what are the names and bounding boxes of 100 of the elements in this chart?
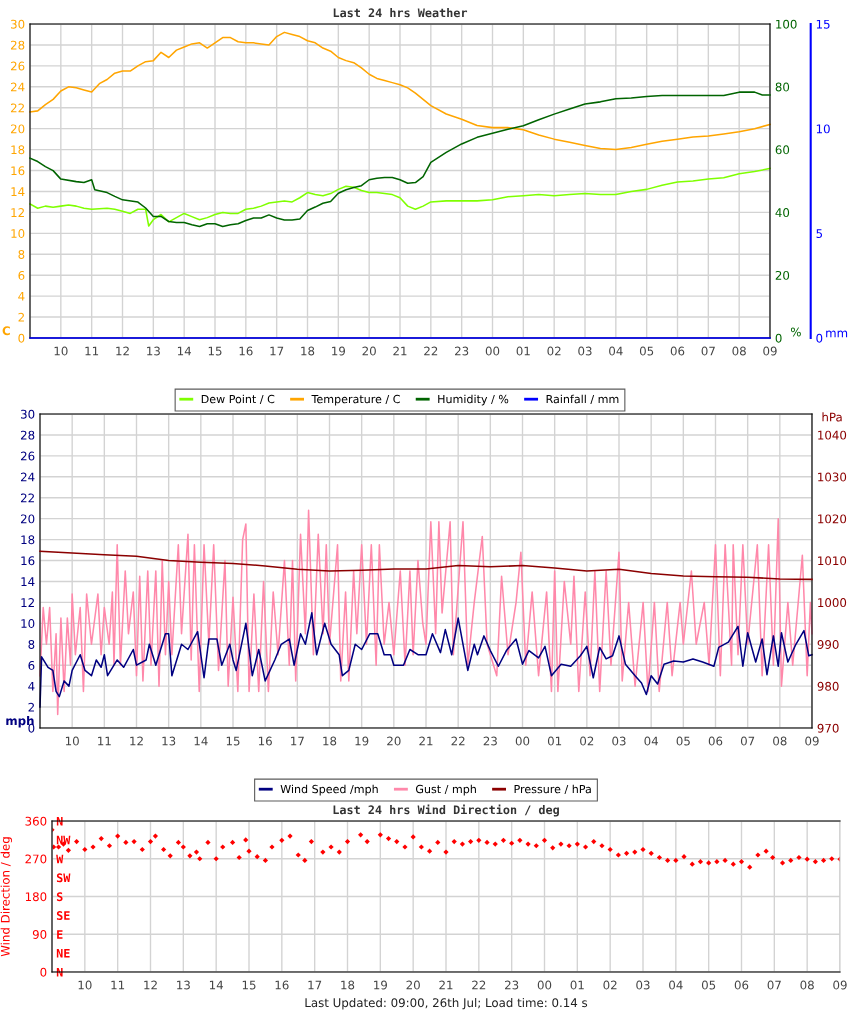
x-tick-label: 12 [144, 980, 157, 990]
legend-label: Gust / mph [415, 784, 476, 796]
x-tick-label: 07 [767, 980, 781, 990]
y2-tick-label: 970 [817, 723, 839, 733]
x-tick-label: 13 [177, 980, 190, 990]
x-tick-label: 02 [603, 980, 617, 990]
x-tick-label: 02 [547, 346, 561, 356]
x-tick-label: 11 [85, 346, 99, 356]
category-label: W [56, 854, 64, 864]
x-tick-label: 15 [242, 980, 256, 990]
x-tick-label: 08 [773, 736, 787, 746]
y-tick-label: 28 [10, 40, 25, 50]
y3-tick-label: 0 [816, 333, 823, 343]
x-tick-label: 08 [732, 346, 746, 356]
y2-tick-label: 60 [775, 145, 790, 155]
x-tick-label: 13 [147, 346, 160, 356]
x-tick-label: 18 [341, 980, 355, 990]
y-tick-label: 16 [21, 556, 35, 566]
y-tick-label: 24 [20, 472, 35, 482]
x-tick-label: 14 [177, 346, 192, 356]
y3-axis-title: mm [826, 330, 848, 338]
y-tick-label: 8 [28, 639, 35, 649]
x-tick-label: 14 [194, 736, 208, 746]
category-label: SW [56, 873, 71, 883]
x-tick-label: 11 [111, 980, 125, 990]
x-tick-label: 20 [387, 736, 401, 746]
y-tick-label: 360 [25, 816, 47, 826]
y-tick-label: 10 [11, 229, 25, 238]
y-tick-label: 0 [18, 333, 25, 343]
x-tick-label: 01 [570, 980, 584, 990]
x-tick-label: 07 [740, 736, 755, 746]
y-tick-label: 4 [28, 682, 35, 691]
y2-axis-title: hPa [822, 412, 842, 422]
y3-tick-label: 10 [816, 124, 830, 134]
x-tick-label: 21 [439, 980, 453, 990]
x-tick-label: 22 [424, 346, 438, 356]
x-tick-label: 21 [393, 346, 407, 356]
x-tick-label: 23 [455, 346, 469, 356]
x-tick-label: 18 [323, 736, 337, 746]
y-tick-label: 30 [11, 19, 25, 29]
x-tick-label: 19 [355, 736, 369, 746]
y2-tick-label: 1030 [818, 472, 847, 482]
chart-title: Last 24 hrs Weather [333, 8, 468, 18]
x-tick-label: 05 [676, 736, 690, 746]
x-tick-label: 12 [130, 736, 143, 746]
x-tick-label: 19 [374, 980, 388, 990]
x-tick-label: 18 [301, 346, 315, 356]
y2-tick-label: 80 [775, 82, 790, 92]
x-tick-label: 16 [275, 980, 289, 990]
legend-label: Temperature / C [311, 394, 400, 406]
y2-tick-label: 1040 [818, 430, 847, 440]
y-tick-label: 6 [28, 660, 35, 670]
x-tick-label: 17 [291, 736, 304, 746]
x-tick-label: 01 [516, 346, 530, 356]
x-tick-label: 10 [54, 346, 68, 356]
y-tick-label: 0 [40, 967, 47, 977]
y-tick-label: 22 [10, 103, 24, 113]
y2-tick-label: 980 [817, 681, 839, 691]
legend-label: Pressure / hPa [514, 784, 591, 795]
y-tick-label: 20 [20, 514, 35, 524]
y-tick-label: 12 [21, 598, 34, 607]
x-tick-label: 16 [258, 736, 272, 746]
legend-label: Humidity / % [438, 394, 509, 406]
x-tick-label: 03 [636, 980, 650, 990]
x-tick-label: 14 [209, 980, 224, 990]
y-tick-label: 22 [20, 493, 34, 503]
y-axis-title: Wind Direction / deg [0, 837, 13, 957]
x-tick-label: 17 [308, 980, 322, 990]
y-tick-label: 20 [10, 124, 25, 134]
category-label: S [56, 892, 63, 902]
x-tick-label: 04 [609, 346, 623, 356]
y-tick-label: 26 [10, 61, 25, 71]
y-tick-label: 10 [21, 619, 35, 628]
y-tick-label: 270 [25, 854, 47, 864]
y2-tick-label: 990 [817, 639, 839, 649]
y-tick-label: 6 [18, 270, 25, 280]
x-tick-label: 06 [670, 346, 685, 356]
y-tick-label: 90 [32, 929, 47, 939]
y-tick-label: 18 [21, 535, 35, 545]
category-label: NE [56, 949, 70, 958]
y3-tick-label: 5 [816, 229, 823, 238]
x-tick-label: 04 [644, 736, 659, 746]
y-axis-title: C [2, 326, 10, 336]
x-tick-label: 09 [805, 736, 819, 746]
chart-title: Last 24 hrs Wind Direction / deg [333, 804, 559, 817]
x-tick-label: 09 [763, 346, 777, 356]
category-label: E [57, 930, 63, 939]
y2-axis-title: % [790, 327, 801, 337]
x-tick-label: 03 [578, 346, 592, 356]
y-tick-label: 8 [18, 249, 25, 259]
x-tick-label: 08 [800, 980, 814, 990]
x-tick-label: 23 [505, 980, 519, 990]
y2-tick-label: 1000 [818, 598, 847, 608]
y-tick-label: 18 [11, 145, 25, 155]
x-tick-label: 01 [547, 736, 562, 746]
x-tick-label: 09 [833, 980, 847, 990]
category-label: NW [56, 835, 71, 845]
x-tick-label: 22 [472, 980, 486, 990]
x-tick-label: 17 [270, 346, 284, 356]
x-tick-label: 05 [701, 980, 716, 990]
